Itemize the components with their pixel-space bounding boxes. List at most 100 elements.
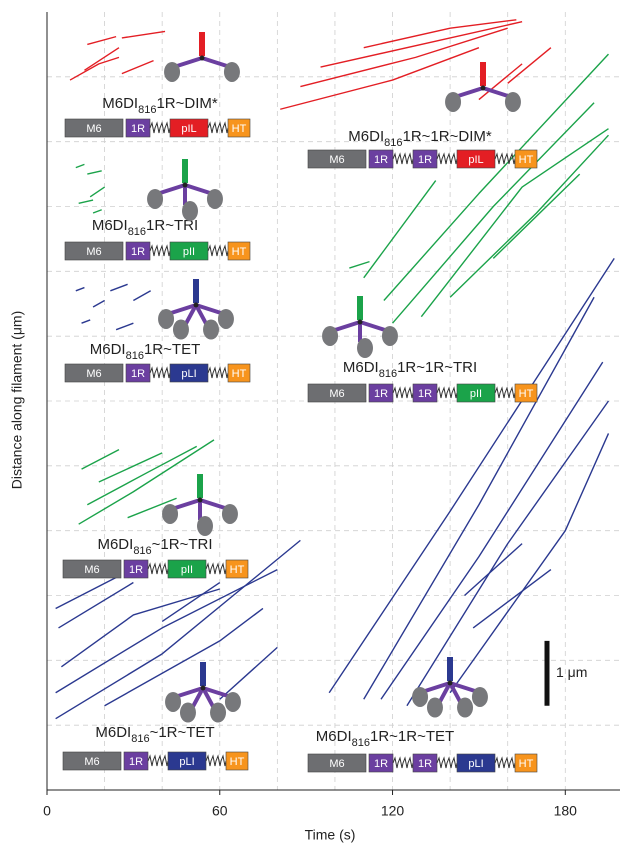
linker <box>148 756 168 766</box>
domain-label: 1R <box>129 756 143 768</box>
neck <box>177 58 202 66</box>
construct-label-part: 816 <box>126 350 144 362</box>
head <box>357 338 373 358</box>
head <box>158 309 174 329</box>
trace <box>220 647 278 699</box>
domain-label: M6 <box>86 123 101 135</box>
domain-label: 1R <box>418 154 432 166</box>
domain-label: 1R <box>374 154 388 166</box>
head <box>457 698 473 718</box>
neck <box>360 322 385 330</box>
domain-label: 1R <box>374 758 388 770</box>
domain-label: HT <box>519 388 534 400</box>
head <box>162 504 178 524</box>
head <box>210 703 226 723</box>
trace <box>133 291 150 301</box>
construct-label-part: M6DI <box>90 341 126 358</box>
trace <box>122 31 165 37</box>
construct-label: M6DI816~1R~TRI <box>97 536 212 557</box>
trace <box>59 583 134 628</box>
construct-label: M6DI816~1R~TET <box>95 724 214 745</box>
trace <box>79 200 93 203</box>
hub <box>448 681 453 686</box>
construct-label-part: M6DI <box>97 536 133 553</box>
linker <box>437 154 457 164</box>
construct-label-part: M6DI <box>316 728 352 745</box>
domain-label: pIL <box>468 154 483 166</box>
construct-label: M6DI8161R~1R~TET <box>316 728 454 749</box>
construct-label-part: 816 <box>138 104 156 116</box>
trace <box>56 576 119 608</box>
head <box>225 692 241 712</box>
lever <box>357 296 363 320</box>
head <box>322 326 338 346</box>
trace <box>87 37 116 45</box>
neck <box>200 500 225 508</box>
hub <box>200 56 205 61</box>
trace <box>105 608 263 705</box>
construct-label-part: 816 <box>131 733 149 745</box>
linker <box>150 123 170 133</box>
head <box>445 92 461 112</box>
domain-label: 1R <box>131 246 145 258</box>
hub <box>183 183 188 188</box>
trace <box>90 187 104 197</box>
trace <box>76 164 85 167</box>
domain-label: M6 <box>86 246 101 258</box>
neck <box>335 322 360 330</box>
construct-label-part: 816 <box>352 737 370 749</box>
lever <box>197 474 203 498</box>
linker <box>393 388 413 398</box>
domain-label: HT <box>232 368 247 380</box>
trace <box>93 210 102 213</box>
head <box>164 62 180 82</box>
head <box>197 516 213 536</box>
linker <box>208 368 228 378</box>
domain-label: 1R <box>374 388 388 400</box>
x-tick-label: 60 <box>212 803 228 819</box>
construct-label-part: 1R~DIM* <box>156 95 217 112</box>
linker <box>495 154 515 164</box>
construct-label-part: M6DI <box>95 724 131 741</box>
linker <box>393 758 413 768</box>
domain-label: pLI <box>468 758 483 770</box>
linker <box>393 154 413 164</box>
lever <box>447 657 453 681</box>
linker <box>148 564 168 574</box>
head <box>180 703 196 723</box>
trace <box>116 323 133 329</box>
head <box>222 504 238 524</box>
scale-bar-label: 1 μm <box>556 664 587 680</box>
linker <box>437 388 457 398</box>
domain-label: M6 <box>84 564 99 576</box>
trace <box>122 61 154 74</box>
lever <box>199 32 205 56</box>
linker <box>208 123 228 133</box>
trace <box>110 284 127 290</box>
construct-label-part: 1R~1R~TRI <box>397 359 477 376</box>
head <box>382 326 398 346</box>
linker <box>437 758 457 768</box>
domain-label: HT <box>232 123 247 135</box>
head <box>165 692 181 712</box>
trace <box>508 48 551 84</box>
trace <box>465 544 523 596</box>
trace <box>364 297 594 699</box>
neck <box>175 500 200 508</box>
construct-label: M6DI8161R~1R~TRI <box>343 359 477 380</box>
trace <box>473 570 551 628</box>
lever <box>200 662 206 686</box>
domain-label: M6 <box>86 368 101 380</box>
y-axis-label: Distance along filament (μm) <box>9 311 25 489</box>
head <box>218 309 234 329</box>
lever <box>182 159 188 183</box>
x-tick-label: 180 <box>554 803 578 819</box>
trace <box>87 446 196 504</box>
head <box>147 189 163 209</box>
domain-label: pII <box>181 564 193 576</box>
construct-label-part: M6DI <box>92 217 128 234</box>
trace <box>300 28 507 86</box>
linker <box>206 564 226 574</box>
domain-label: pLI <box>181 368 196 380</box>
lever <box>480 62 486 86</box>
